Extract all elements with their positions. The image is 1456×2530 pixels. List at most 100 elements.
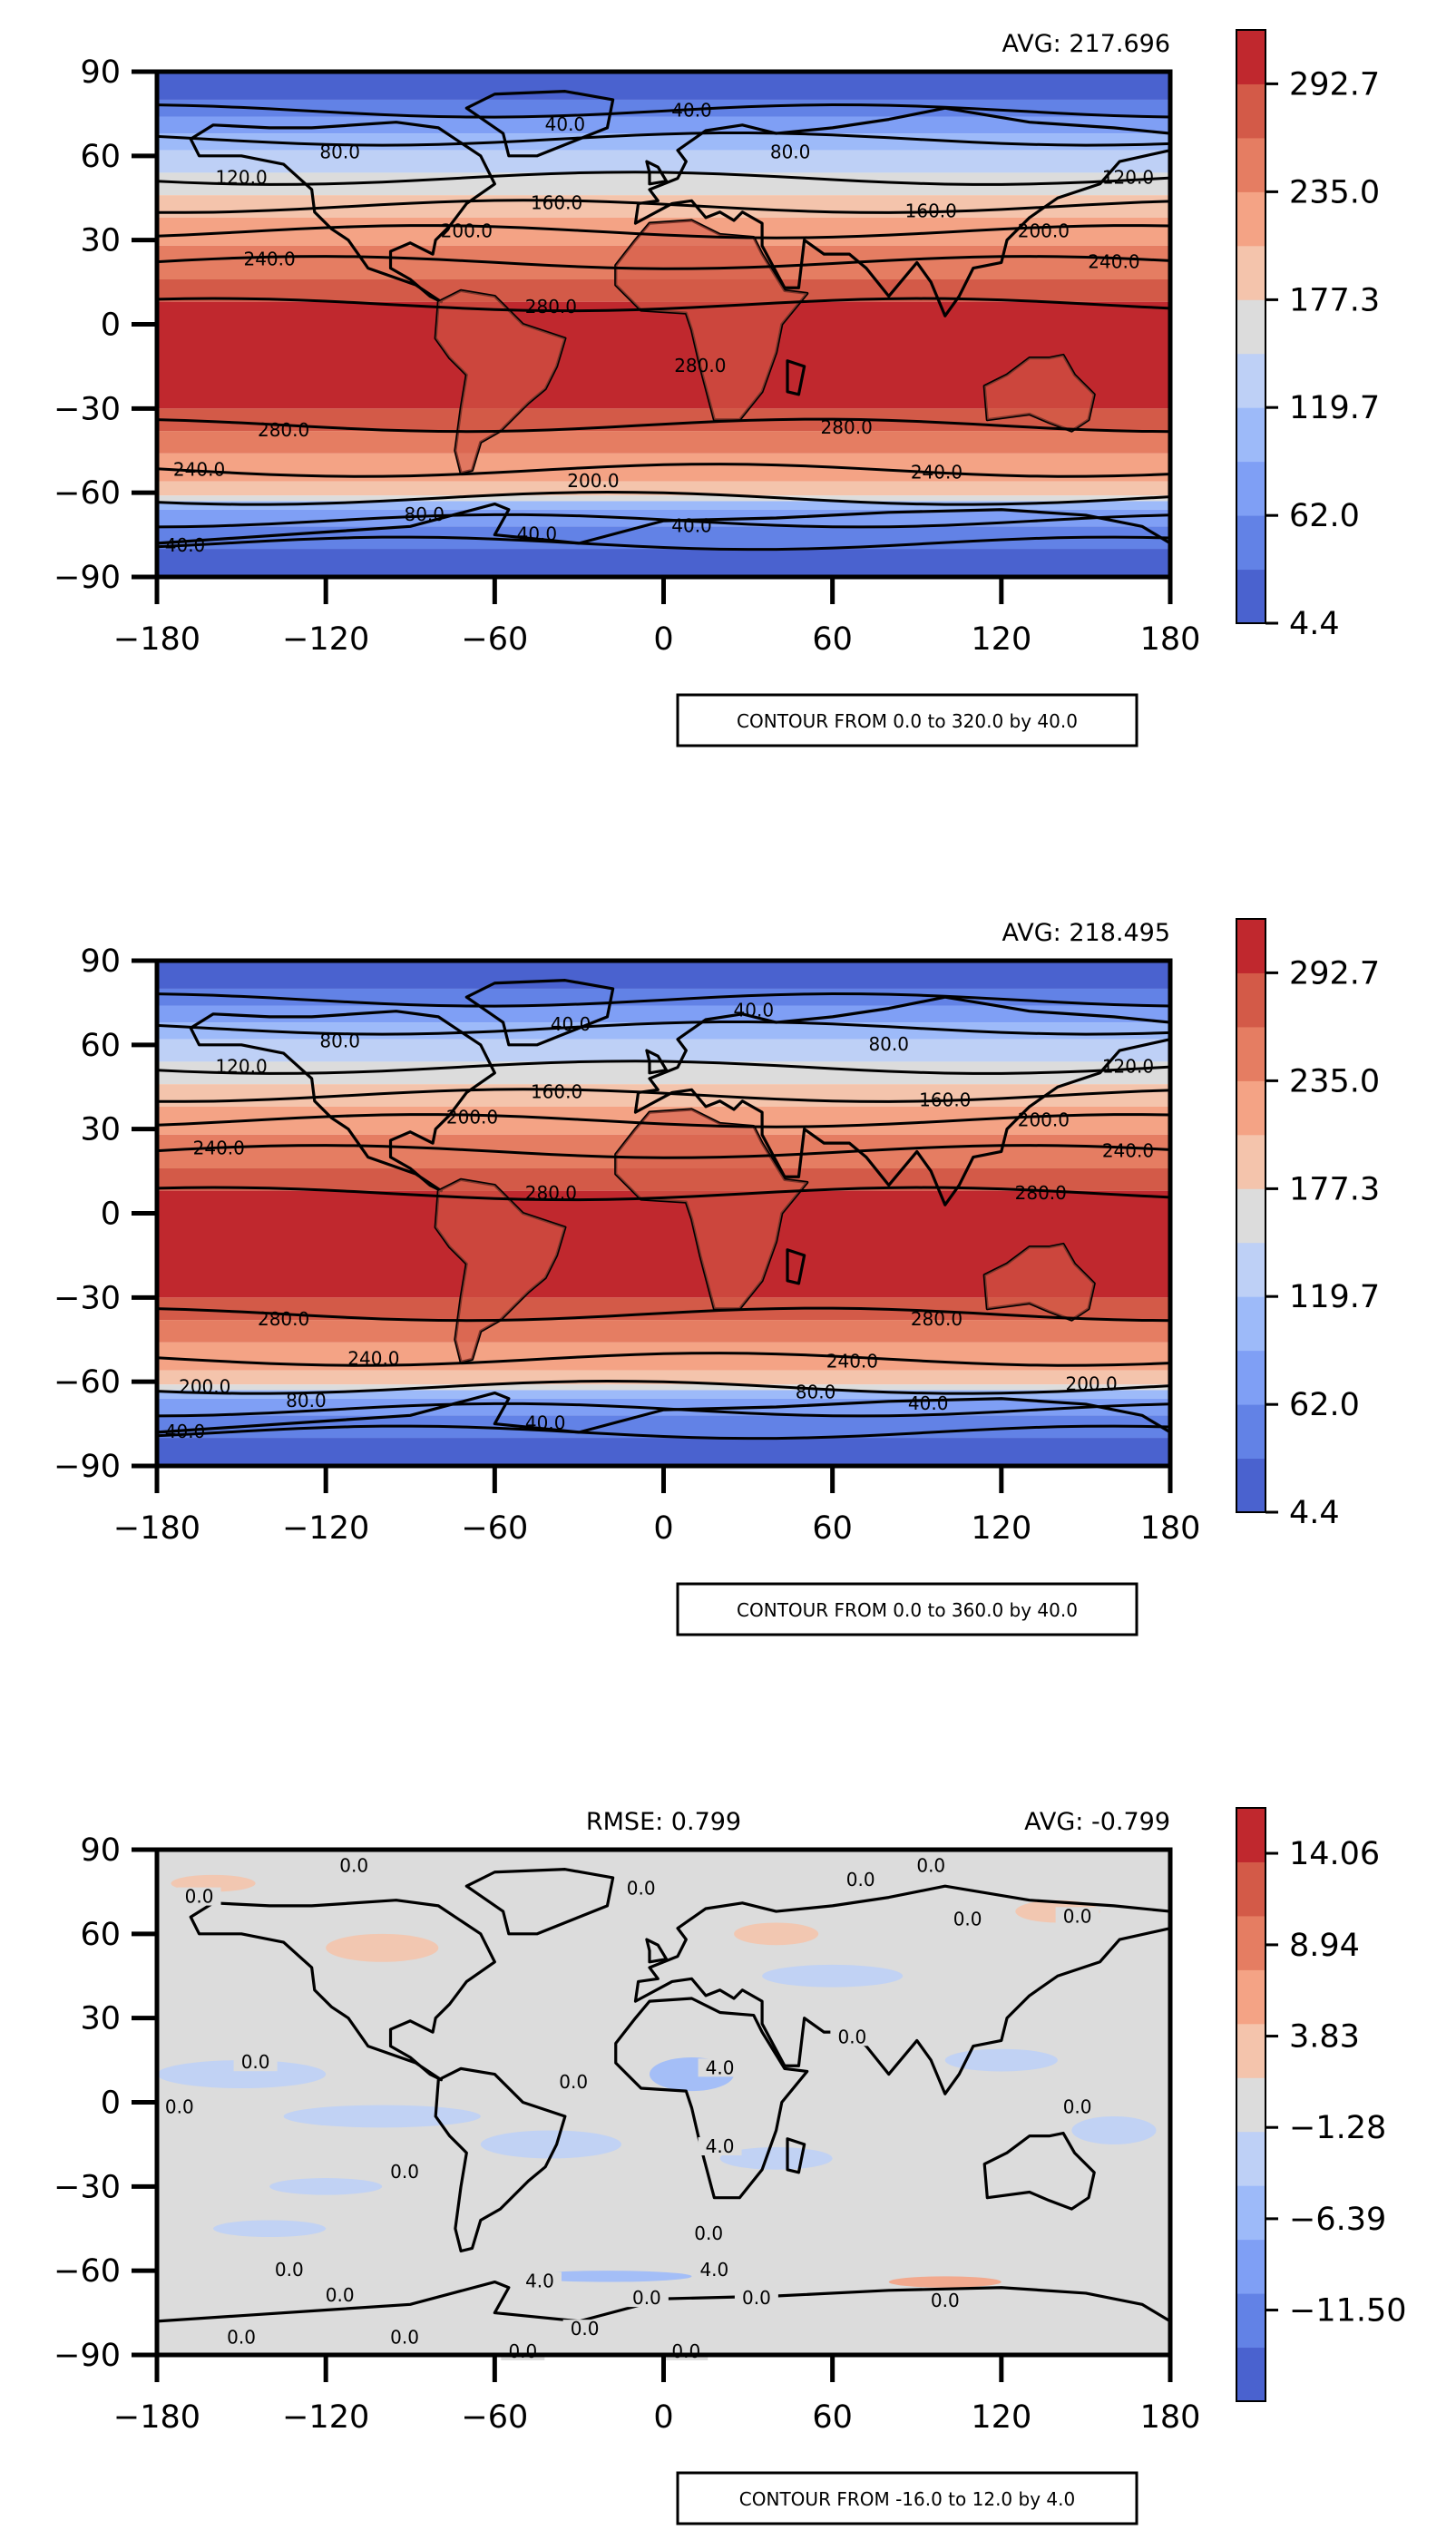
contour-label-7: 0.0 [241,2051,270,2073]
coastline-south-america [434,2066,567,2253]
contour-label-9: 0.0 [559,2071,588,2093]
contour-label-12: 280.0 [525,1182,577,1204]
contour-label-27: 0.0 [227,2326,256,2348]
x-tick-label-0: −180 [113,621,200,658]
coastline-uk [645,1049,669,1075]
colorbar-segment-1 [1236,1404,1265,1460]
coastline-europe-asia [633,1884,1172,2095]
contour-line-5 [156,255,1171,270]
colorbar-tick-label-2: −1.28 [1289,2110,1386,2146]
color-band-12 [157,431,1170,454]
contour-label-23: 40.0 [525,1412,566,1434]
colorbar-segment-6 [1236,2023,1265,2078]
colorbar-segment-8 [1236,1026,1265,1081]
contour-label-bg-15 [687,2223,731,2242]
contour-label-6: 160.0 [531,191,582,213]
contour-note: CONTOUR FROM 0.0 to 360.0 by 40.0 [676,1582,1138,1636]
anomaly-patch-1 [283,2105,481,2128]
contour-label-bg-16 [267,2261,311,2280]
x-tick-label-0: −180 [113,1510,200,1547]
colorbar-tick-label-1: 62.0 [1289,1387,1360,1423]
y-tick-label-3: 0 [101,308,121,344]
y-tick-label-2: 30 [80,1112,121,1148]
x-tick-label-3: 0 [653,621,673,658]
contour-label-bg-8 [157,2097,201,2116]
contour-note-box [676,2471,1138,2525]
contour-label-22: 40.0 [165,534,206,556]
contour-label-24: 0.0 [390,2326,419,2348]
x-tick-label-1: −120 [282,1510,369,1547]
x-tick-label-5: 120 [971,1510,1031,1547]
colorbar-tick-label-4: 235.0 [1289,1063,1380,1099]
colorbar-segment-0 [1236,2347,1265,2402]
x-tick-label-6: 180 [1140,1510,1201,1547]
contour-label-20: 4.0 [699,2259,728,2281]
contour-label-15: 280.0 [821,416,873,438]
colorbar-segment-10 [1236,30,1265,84]
contour-label-21: 0.0 [742,2287,771,2309]
y-tick-label-0: 90 [80,943,121,980]
contour-label-bg-9 [552,2072,596,2091]
y-tick-label-1: 60 [80,139,121,175]
colorbar-segment-2 [1236,461,1265,516]
coastline-madagascar [786,2137,806,2174]
coastline-north-america [189,121,496,304]
contour-lines [156,103,1171,552]
contour-label-20: 40.0 [517,523,558,545]
x-tick-label-1: −120 [282,2399,369,2436]
avg-label: AVG: -0.799 [1024,1808,1170,1836]
contour-line-0 [156,103,1171,119]
coastline-south-america [434,288,567,475]
contour-label-24: 40.0 [165,1421,206,1442]
contour-label-5: 120.0 [1102,1056,1154,1078]
colorbar-tick-label-3: 177.3 [1289,282,1380,318]
contour-label-bg-23 [562,2320,607,2339]
contour-label-8: 200.0 [446,1106,498,1128]
colorbar-segment-10 [1236,1808,1265,1862]
contour-label-10: 240.0 [243,248,295,269]
colorbar-tick-label-3: 177.3 [1289,1171,1380,1207]
colorbar-segment-4 [1236,1242,1265,1297]
contour-label-1: 40.0 [545,113,586,135]
contour-label-10: 0.0 [837,2026,866,2047]
contour-label-bg-7 [233,2053,278,2072]
anomaly-patch-5 [944,2048,1058,2072]
contour-label-22: 0.0 [931,2290,960,2311]
y-tick-label-6: −90 [54,1449,121,1485]
contour-label-bg-2 [177,1887,221,1906]
chart-panel-1: 40.0 40.0 80.0 80.0 120.0 120.0 160.0 160.0 200.… [0,0,1456,780]
coastline-europe-asia [633,106,1172,317]
anomaly-patch-7 [762,1964,904,1988]
x-tick-label-4: 60 [812,621,853,658]
contour-label-8: 0.0 [165,2096,194,2118]
color-band-17 [157,509,1170,527]
coastline-north-america [189,1899,496,2082]
chart-panel-2: 40.0 40.0 80.0 80.0 120.0 120.0 160.0 160.0 200.… [0,889,1456,1669]
contour-line-6 [156,1186,1171,1202]
color-band-2 [157,1005,1170,1023]
colorbar-tick-label-4: 8.94 [1289,1928,1360,1964]
rmse-label: RMSE: 0.799 [586,1808,741,1836]
color-band-13 [157,1342,1170,1371]
colorbar-frame [1236,918,1266,1513]
contour-label-23: 0.0 [571,2318,600,2340]
coastline-north-america [189,1010,496,1193]
contour-label-5: 120.0 [1102,167,1154,189]
contour-label-20: 80.0 [286,1390,327,1412]
colorbar-segment-7 [1236,191,1265,247]
colorbar-tick-label-5: 292.7 [1289,66,1380,103]
contour-line-8 [156,1352,1171,1367]
color-band-16 [157,1390,1170,1399]
color-band-2 [157,116,1170,134]
color-band-4 [157,1039,1170,1062]
contour-line-1 [156,1020,1171,1036]
colorbar-segment-0 [1236,1458,1265,1513]
contour-line-5 [156,1144,1171,1159]
y-tick-label-3: 0 [101,1197,121,1233]
contour-label-bg-24 [383,2328,427,2347]
contour-label-5: 0.0 [953,1908,982,1929]
continents [155,90,1172,579]
contour-label-bg-13 [698,2137,742,2156]
y-tick-label-4: −30 [54,1280,121,1316]
contour-line-4 [156,1113,1171,1128]
